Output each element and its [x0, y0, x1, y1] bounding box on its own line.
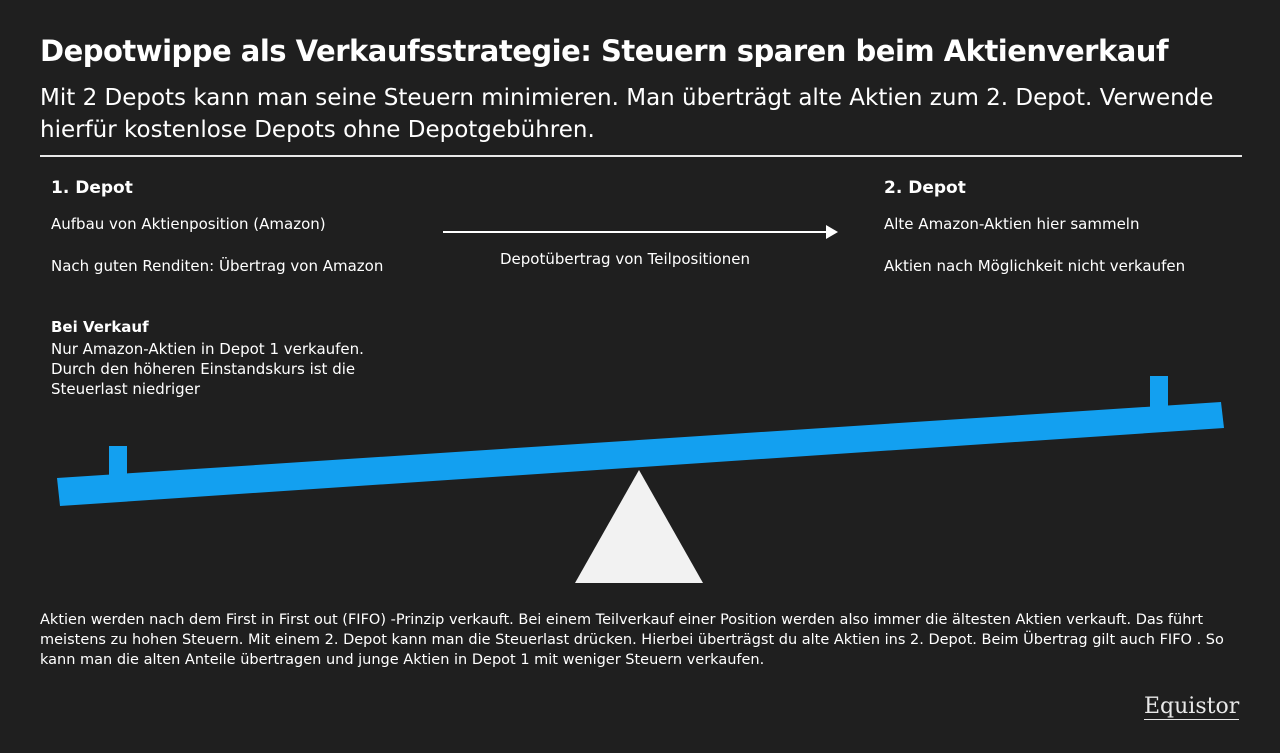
depot1-title: 1. Depot [51, 178, 133, 198]
title: Depotwippe als Verkaufsstrategie: Steuer… [40, 34, 1169, 68]
seesaw-stop [109, 446, 127, 482]
fulcrum [575, 470, 703, 583]
sale-text: Nur Amazon-Aktien in Depot 1 verkaufen. … [51, 340, 364, 398]
subtitle: Mit 2 Depots kann man seine Steuern mini… [40, 85, 1214, 143]
seesaw-beam [57, 402, 1224, 506]
depot2-line: Alte Amazon-Aktien hier sammeln [884, 215, 1140, 233]
depot1-line: Nach guten Renditen: Übertrag von Amazon [51, 257, 384, 275]
depot2-title: 2. Depot [884, 178, 966, 198]
sale-title: Bei Verkauf [51, 318, 149, 336]
brand: Equistor [1144, 694, 1240, 720]
arrow-head [826, 225, 838, 239]
transfer-label: Depotübertrag von Teilpositionen [500, 250, 750, 268]
seesaw-stop [1150, 376, 1168, 412]
footer-text: Aktien werden nach dem First in First ou… [40, 612, 1224, 668]
depot2-line: Aktien nach Möglichkeit nicht verkaufen [884, 257, 1186, 275]
depot1-line: Aufbau von Aktienposition (Amazon) [51, 215, 326, 233]
